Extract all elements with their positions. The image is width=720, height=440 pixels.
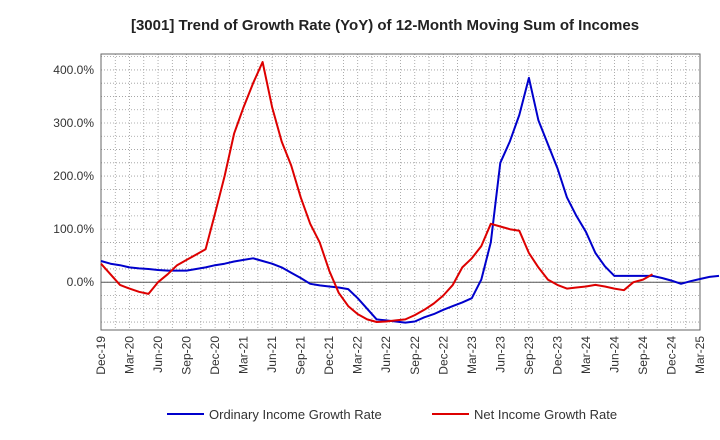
x-tick-label: Jun-20 [151, 336, 165, 373]
x-tick-label: Sep-24 [636, 336, 650, 375]
series-line-net-income [100, 61, 653, 323]
x-tick-label: Sep-20 [180, 336, 194, 375]
legend-label-net: Net Income Growth Rate [474, 407, 617, 422]
y-tick-label: 0.0% [67, 275, 95, 289]
x-tick-label: Mar-20 [123, 336, 137, 374]
x-tick-label: Mar-21 [237, 336, 251, 374]
x-axis-ticks: Dec-19 Mar-20 Jun-20 Sep-20 Dec-20 Mar-21 Jun-… [94, 336, 707, 375]
x-tick-label: Jun-21 [265, 336, 279, 373]
y-tick-label: 200.0% [53, 169, 94, 183]
x-tick-label: Sep-22 [408, 336, 422, 375]
x-tick-label: Mar-23 [465, 336, 479, 374]
legend: Ordinary Income Growth Rate Net Income G… [167, 407, 617, 422]
x-tick-label: Dec-20 [208, 336, 222, 375]
x-tick-label: Sep-23 [522, 336, 536, 375]
x-tick-label: Dec-24 [664, 336, 678, 375]
series-lines [100, 61, 720, 324]
x-tick-label: Jun-23 [493, 336, 507, 373]
x-tick-label: Mar-25 [693, 336, 707, 374]
x-tick-label: Jun-24 [607, 336, 621, 373]
y-axis-ticks: 0.0% 100.0% 200.0% 300.0% 400.0% [53, 63, 94, 289]
legend-label-ordinary: Ordinary Income Growth Rate [209, 407, 382, 422]
series-line-ordinary-income [100, 76, 720, 324]
x-tick-label: Dec-19 [94, 336, 108, 375]
x-tick-label: Dec-23 [550, 336, 564, 375]
y-tick-label: 300.0% [53, 116, 94, 130]
x-tick-label: Mar-22 [351, 336, 365, 374]
x-tick-label: Jun-22 [379, 336, 393, 373]
y-tick-label: 400.0% [53, 63, 94, 77]
x-tick-label: Dec-22 [436, 336, 450, 375]
plot-area [100, 53, 701, 331]
x-tick-label: Dec-21 [322, 336, 336, 375]
chart-title: [3001] Trend of Growth Rate (YoY) of 12-… [131, 17, 639, 34]
x-tick-label: Sep-21 [294, 336, 308, 375]
x-tick-label: Mar-24 [579, 336, 593, 374]
y-tick-label: 100.0% [53, 222, 94, 236]
